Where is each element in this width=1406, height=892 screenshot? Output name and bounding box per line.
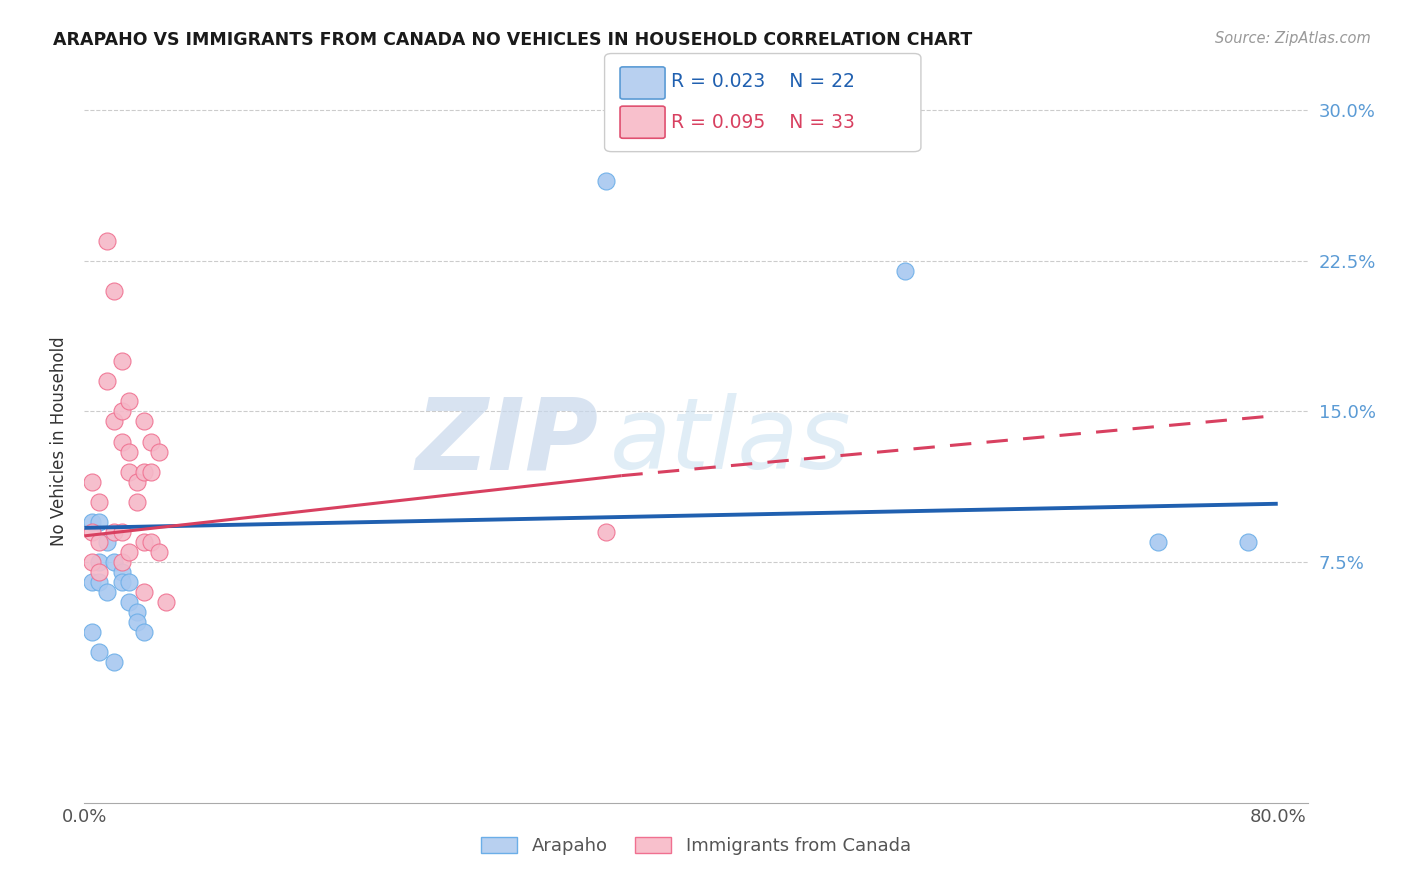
Point xyxy=(96,375,118,389)
Point xyxy=(80,475,103,489)
Point xyxy=(80,574,103,589)
Point xyxy=(125,605,148,619)
Point xyxy=(894,264,917,278)
Point xyxy=(89,645,111,659)
Text: R = 0.095    N = 33: R = 0.095 N = 33 xyxy=(671,112,855,132)
Point xyxy=(89,565,111,579)
Y-axis label: No Vehicles in Household: No Vehicles in Household xyxy=(51,336,69,547)
Point xyxy=(595,173,617,187)
Point xyxy=(125,615,148,630)
Point xyxy=(118,465,141,479)
Point xyxy=(96,534,118,549)
Point xyxy=(141,465,163,479)
Point xyxy=(132,465,155,479)
Point xyxy=(103,524,125,539)
Point xyxy=(132,414,155,429)
Point xyxy=(103,414,125,429)
Point xyxy=(80,555,103,569)
Point xyxy=(141,434,163,449)
Point xyxy=(111,555,134,569)
Point xyxy=(80,515,103,529)
Point xyxy=(125,494,148,508)
Point xyxy=(132,625,155,640)
Point xyxy=(111,404,134,418)
Point xyxy=(89,534,111,549)
Point xyxy=(80,625,103,640)
Point xyxy=(118,444,141,458)
Point xyxy=(1237,534,1260,549)
Text: R = 0.023    N = 22: R = 0.023 N = 22 xyxy=(671,71,855,91)
Point xyxy=(125,475,148,489)
Point xyxy=(132,585,155,599)
Text: ZIP: ZIP xyxy=(415,393,598,490)
Point xyxy=(89,574,111,589)
Point xyxy=(118,545,141,559)
Point xyxy=(148,444,170,458)
Point xyxy=(111,434,134,449)
Point xyxy=(103,655,125,669)
Point xyxy=(1147,534,1170,549)
Point xyxy=(96,234,118,248)
Point xyxy=(111,524,134,539)
Point xyxy=(80,524,103,539)
Point xyxy=(148,545,170,559)
Point xyxy=(132,534,155,549)
Point xyxy=(595,524,617,539)
Point xyxy=(96,585,118,599)
Point xyxy=(118,595,141,609)
Point xyxy=(111,574,134,589)
Point xyxy=(89,515,111,529)
Point xyxy=(89,494,111,508)
Text: ARAPAHO VS IMMIGRANTS FROM CANADA NO VEHICLES IN HOUSEHOLD CORRELATION CHART: ARAPAHO VS IMMIGRANTS FROM CANADA NO VEH… xyxy=(53,31,973,49)
Text: Source: ZipAtlas.com: Source: ZipAtlas.com xyxy=(1215,31,1371,46)
Point xyxy=(103,555,125,569)
Legend: Arapaho, Immigrants from Canada: Arapaho, Immigrants from Canada xyxy=(474,830,918,863)
Point xyxy=(103,284,125,298)
Point xyxy=(155,595,177,609)
Point xyxy=(141,534,163,549)
Point xyxy=(118,394,141,409)
Point xyxy=(111,565,134,579)
Point xyxy=(111,354,134,368)
Point xyxy=(89,555,111,569)
Point xyxy=(118,574,141,589)
Text: atlas: atlas xyxy=(610,393,852,490)
